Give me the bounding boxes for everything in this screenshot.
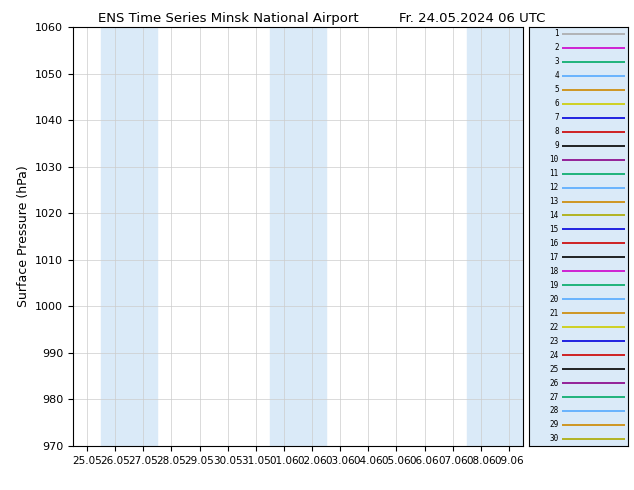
Text: 5: 5 xyxy=(554,85,559,94)
Text: 17: 17 xyxy=(550,253,559,262)
Bar xyxy=(101,27,157,446)
Text: 29: 29 xyxy=(550,420,559,429)
Bar xyxy=(467,27,523,446)
Text: Fr. 24.05.2024 06 UTC: Fr. 24.05.2024 06 UTC xyxy=(399,12,546,25)
Text: 21: 21 xyxy=(550,309,559,318)
Text: 27: 27 xyxy=(550,392,559,401)
Text: 4: 4 xyxy=(554,72,559,80)
Text: 6: 6 xyxy=(554,99,559,108)
Text: 12: 12 xyxy=(550,183,559,192)
Y-axis label: Surface Pressure (hPa): Surface Pressure (hPa) xyxy=(16,166,30,307)
Text: 30: 30 xyxy=(550,435,559,443)
Text: 3: 3 xyxy=(554,57,559,66)
Text: 28: 28 xyxy=(550,407,559,416)
Text: 14: 14 xyxy=(550,211,559,220)
Text: 22: 22 xyxy=(550,323,559,332)
Text: 8: 8 xyxy=(554,127,559,136)
Text: 7: 7 xyxy=(554,113,559,122)
Text: 18: 18 xyxy=(550,267,559,276)
Text: 2: 2 xyxy=(554,44,559,52)
Text: 15: 15 xyxy=(550,225,559,234)
Text: 13: 13 xyxy=(550,197,559,206)
Text: 25: 25 xyxy=(550,365,559,373)
Text: 10: 10 xyxy=(550,155,559,164)
Text: 20: 20 xyxy=(550,295,559,304)
Text: 11: 11 xyxy=(550,169,559,178)
Text: ENS Time Series Minsk National Airport: ENS Time Series Minsk National Airport xyxy=(98,12,359,25)
Text: 9: 9 xyxy=(554,141,559,150)
Text: 24: 24 xyxy=(550,351,559,360)
Text: 19: 19 xyxy=(550,281,559,290)
Bar xyxy=(270,27,326,446)
Text: 23: 23 xyxy=(550,337,559,345)
Text: 26: 26 xyxy=(550,379,559,388)
Text: 16: 16 xyxy=(550,239,559,248)
Text: 1: 1 xyxy=(554,29,559,38)
